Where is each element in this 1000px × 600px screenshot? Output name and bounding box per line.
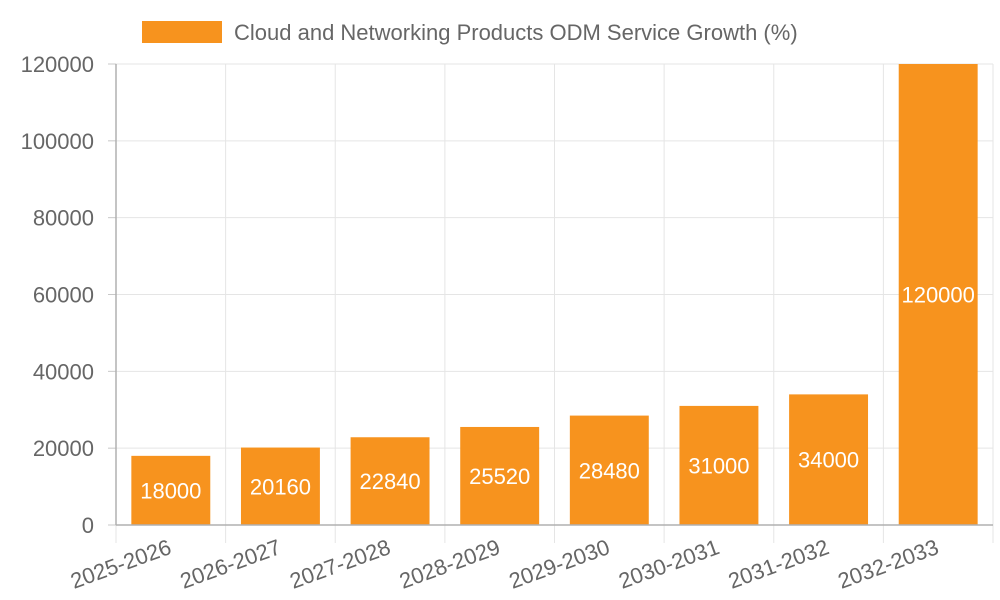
y-tick-label: 0 xyxy=(82,513,94,538)
x-tick-label: 2030-2031 xyxy=(615,534,722,593)
data-label: 31000 xyxy=(688,453,749,478)
y-tick-label: 100000 xyxy=(21,129,94,154)
y-tick-label: 20000 xyxy=(33,436,94,461)
data-label: 120000 xyxy=(901,283,974,308)
x-tick-label: 2032-2033 xyxy=(834,534,941,593)
axes xyxy=(108,63,993,526)
y-tick-label: 80000 xyxy=(33,206,94,231)
x-tick-label: 2025-2026 xyxy=(67,534,174,593)
y-tick-label: 40000 xyxy=(33,359,94,384)
x-tick-label: 2029-2030 xyxy=(506,534,613,593)
x-tick-label: 2027-2028 xyxy=(286,534,393,593)
gridlines xyxy=(115,63,994,543)
data-label: 20160 xyxy=(250,474,311,499)
legend-label: Cloud and Networking Products ODM Servic… xyxy=(234,20,798,45)
x-tick-label: 2026-2027 xyxy=(177,534,284,593)
y-tick-label: 120000 xyxy=(21,52,94,77)
data-label: 18000 xyxy=(140,478,201,503)
x-tick-label: 2031-2032 xyxy=(725,534,832,593)
data-label: 34000 xyxy=(798,448,859,473)
bar[interactable] xyxy=(898,64,978,525)
data-label: 22840 xyxy=(359,469,420,494)
bar[interactable] xyxy=(789,394,869,525)
data-label: 28480 xyxy=(579,458,640,483)
legend-swatch xyxy=(142,21,222,43)
bar[interactable] xyxy=(240,447,320,525)
data-label: 25520 xyxy=(469,464,530,489)
bars xyxy=(131,64,978,525)
bar[interactable] xyxy=(679,405,759,525)
bar[interactable] xyxy=(131,455,211,525)
legend[interactable]: Cloud and Networking Products ODM Servic… xyxy=(142,20,798,45)
bar[interactable] xyxy=(460,426,540,525)
y-tick-label: 60000 xyxy=(33,283,94,308)
bar[interactable] xyxy=(350,437,430,525)
x-tick-label: 2028-2029 xyxy=(396,534,503,593)
bar[interactable] xyxy=(569,415,649,525)
